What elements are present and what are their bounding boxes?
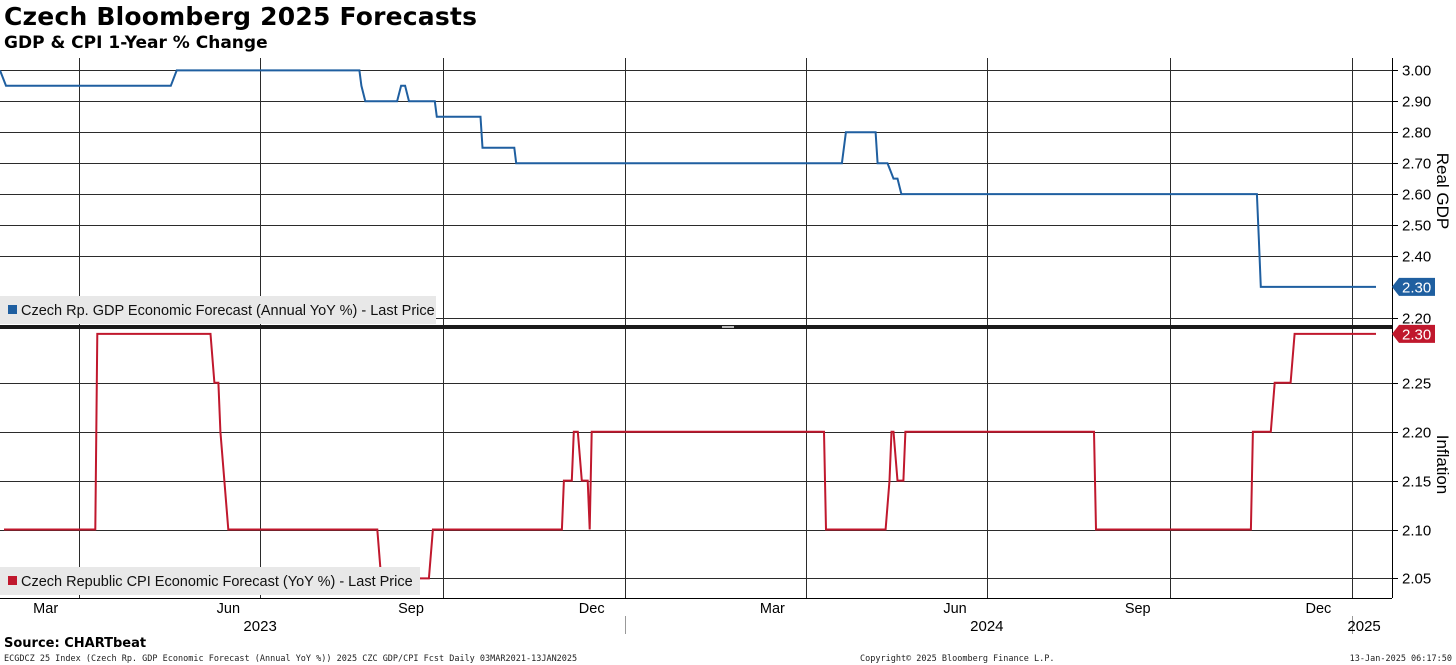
x-month-label: Dec [1306,601,1332,617]
x-year-label: 2024 [970,618,1003,635]
footer-copyright: Copyright© 2025 Bloomberg Finance L.P. [860,654,1055,664]
y-tick-label: 2.15 [1402,474,1431,491]
last-value-tag [1392,277,1435,296]
chart-subtitle: GDP & CPI 1-Year % Change [4,33,268,53]
axes: 3.00 2.90 2.80 2.70 2.60 2.50 2.40 2.20 Real GDP… [33,63,1452,636]
panel-divider [0,325,1392,329]
x-year-label: 2025 [1347,618,1380,635]
chart-title: Czech Bloomberg 2025 Forecasts [4,2,478,31]
legend-label: Czech Rp. GDP Economic Forecast (Annual … [21,303,435,319]
legends: Czech Rp. GDP Economic Forecast (Annual … [0,296,436,595]
source-note: Source: CHARTbeat [4,636,147,651]
x-month-label: Mar [760,601,785,617]
y-tick-label: 2.90 [1402,94,1431,111]
chart-frame [0,58,1393,599]
x-month-label: Mar [33,601,58,617]
y-tick-label: 2.50 [1402,218,1431,235]
last-value-tag [1392,324,1435,343]
y-tick-label: 2.05 [1402,571,1431,588]
footer-timestamp: 13-Jan-2025 06:17:50 [1349,654,1452,664]
x-month-label: Dec [579,601,605,617]
y-tick-label: 2.20 [1402,311,1431,328]
y-tick-label: 2.40 [1402,249,1431,266]
footer-description: ECGDCZ 25 Index (Czech Rp. GDP Economic … [4,654,578,664]
series-lines [0,69,1376,580]
y-axis-label: Inflation [1433,435,1452,495]
y-tick-label: 2.70 [1402,156,1431,173]
y-tick-label: 2.60 [1402,187,1431,204]
y-tick-label: 2.20 [1402,425,1431,442]
last-value-label: 2.30 [1402,279,1431,296]
cpi-series-line [4,332,1376,580]
y-axis-label: Real GDP [1433,153,1452,230]
legend-swatch [8,305,17,314]
legend-box [0,567,420,595]
x-year-label: 2023 [243,618,276,635]
x-month-label: Jun [217,601,240,617]
x-month-label: Sep [398,601,424,617]
y-tick-label: 3.00 [1402,63,1431,80]
gdp-series-line [0,69,1376,288]
x-month-label: Sep [1125,601,1151,617]
legend-box [0,296,436,324]
legend-label: Czech Republic CPI Economic Forecast (Yo… [21,574,413,590]
y-tick-label: 2.25 [1402,376,1431,393]
x-month-label: Jun [943,601,966,617]
panel-resize-handle [722,326,734,328]
y-tick-label: 2.10 [1402,523,1431,540]
last-value-label: 2.30 [1402,326,1431,343]
y-tick-label: 2.80 [1402,125,1431,142]
legend-swatch [8,576,17,585]
